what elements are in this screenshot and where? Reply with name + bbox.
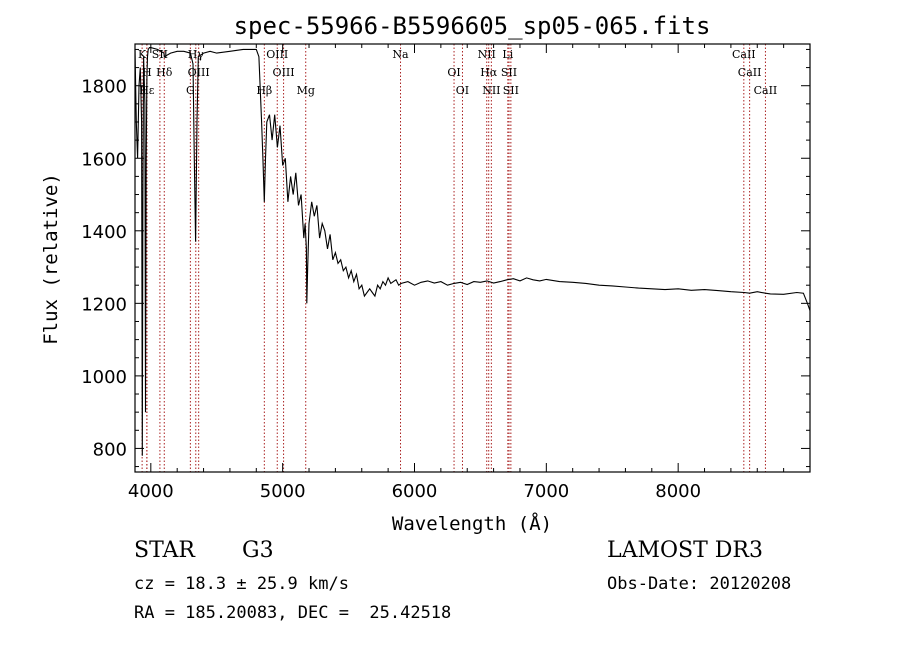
y-tick-label: 1800 — [81, 77, 127, 98]
line-marker-label: NII — [478, 48, 496, 61]
x-tick-label: 6000 — [392, 481, 438, 502]
line-marker-label: G — [186, 84, 195, 97]
y-tick-label: 1600 — [81, 149, 127, 170]
object-class: STAR — [134, 538, 195, 563]
x-tick-label: 7000 — [523, 481, 569, 502]
line-marker-label: SII — [501, 66, 517, 79]
line-marker-label: Hβ — [256, 84, 272, 97]
line-marker-label: Hα — [480, 66, 498, 79]
spectrum-line — [134, 47, 811, 456]
line-marker-label: OIII — [188, 66, 210, 79]
x-axis-ticks: 4000 5000 6000 7000 8000 — [128, 44, 785, 502]
plot-frame — [134, 43, 811, 473]
coordinates: RA = 185.20083, DEC = 25.42518 — [134, 603, 452, 623]
line-marker-label: K — [138, 48, 147, 61]
x-tick-label: 5000 — [260, 481, 306, 502]
y-tick-label: 1400 — [81, 222, 127, 243]
y-tick-label: 800 — [93, 439, 127, 460]
line-marker-label: OI — [456, 84, 469, 97]
y-tick-label: 1200 — [81, 294, 127, 315]
line-marker-label: SII — [503, 84, 519, 97]
line-marker-label: Hδ — [156, 66, 173, 79]
x-tick-label: 4000 — [128, 481, 174, 502]
line-marker-labels: KHHεSIIHδGHγOIIIHβOIIIOIIIMgNaOIOINIIHαN… — [138, 48, 777, 97]
line-marker-label: Mg — [297, 84, 315, 97]
line-marker-label: CaII — [738, 66, 762, 79]
line-marker-label: NII — [482, 84, 500, 97]
chart-title: spec-55966-B5596605_sp05-065.fits — [234, 12, 711, 40]
line-marker-label: CaII — [754, 84, 778, 97]
line-markers — [141, 44, 766, 472]
survey-name: LAMOST DR3 — [607, 538, 763, 563]
y-axis-label: Flux (relative) — [40, 173, 62, 345]
line-marker-label: OI — [447, 66, 460, 79]
line-marker-label: OIII — [266, 48, 288, 61]
line-marker-label: CaII — [732, 48, 756, 61]
line-marker-label: OIII — [273, 66, 295, 79]
line-marker-label: Li — [502, 48, 513, 61]
object-subclass: G3 — [242, 538, 274, 563]
y-tick-label: 1000 — [81, 367, 127, 388]
x-axis-label: Wavelength (Å) — [392, 512, 552, 535]
x-tick-label: 8000 — [655, 481, 701, 502]
redshift-text: cz = 18.3 ± 25.9 km/s — [134, 574, 349, 594]
line-marker-label: Na — [392, 48, 409, 61]
line-marker-label: SII — [152, 48, 168, 61]
y-axis-ticks: 800 1000 1200 1400 1600 1800 — [81, 48, 810, 468]
obs-date: Obs-Date: 20120208 — [607, 574, 792, 594]
